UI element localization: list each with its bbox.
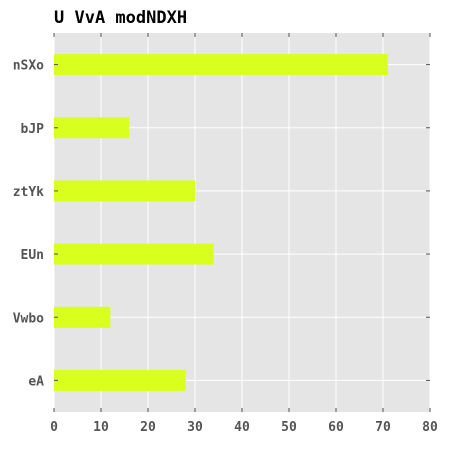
bar-EUn — [54, 243, 214, 265]
bar-bJP — [54, 117, 130, 139]
bar-ztYk — [54, 180, 195, 202]
bar-eA — [54, 369, 186, 391]
x-tick-label: 20 — [140, 420, 156, 435]
bar-Vwbo — [54, 306, 111, 328]
y-tick-label: ztYk — [13, 185, 44, 200]
x-tick-label: 0 — [50, 420, 58, 435]
tick-labels: 0 10 20 30 40 50 60 70 80 nSXo bJP ztYk EUn Vwbo eA — [13, 59, 438, 435]
x-tick-label: 70 — [375, 420, 391, 435]
x-tick-label: 60 — [328, 420, 344, 435]
bar-nSXo — [54, 54, 388, 76]
y-tick-label: EUn — [21, 248, 44, 263]
x-tick-label: 10 — [93, 420, 109, 435]
x-tick-label: 40 — [234, 420, 250, 435]
y-tick-label: nSXo — [13, 59, 44, 74]
x-tick-label: 30 — [187, 420, 203, 435]
y-tick-label: Vwbo — [13, 311, 44, 326]
x-tick-label: 50 — [281, 420, 297, 435]
y-tick-label: eA — [28, 374, 44, 389]
chart-title: U VvA modNDXH — [54, 8, 188, 28]
bars — [54, 54, 388, 391]
x-tick-label: 80 — [422, 420, 438, 435]
axis-ticks — [53, 33, 431, 412]
y-tick-label: bJP — [21, 122, 45, 137]
